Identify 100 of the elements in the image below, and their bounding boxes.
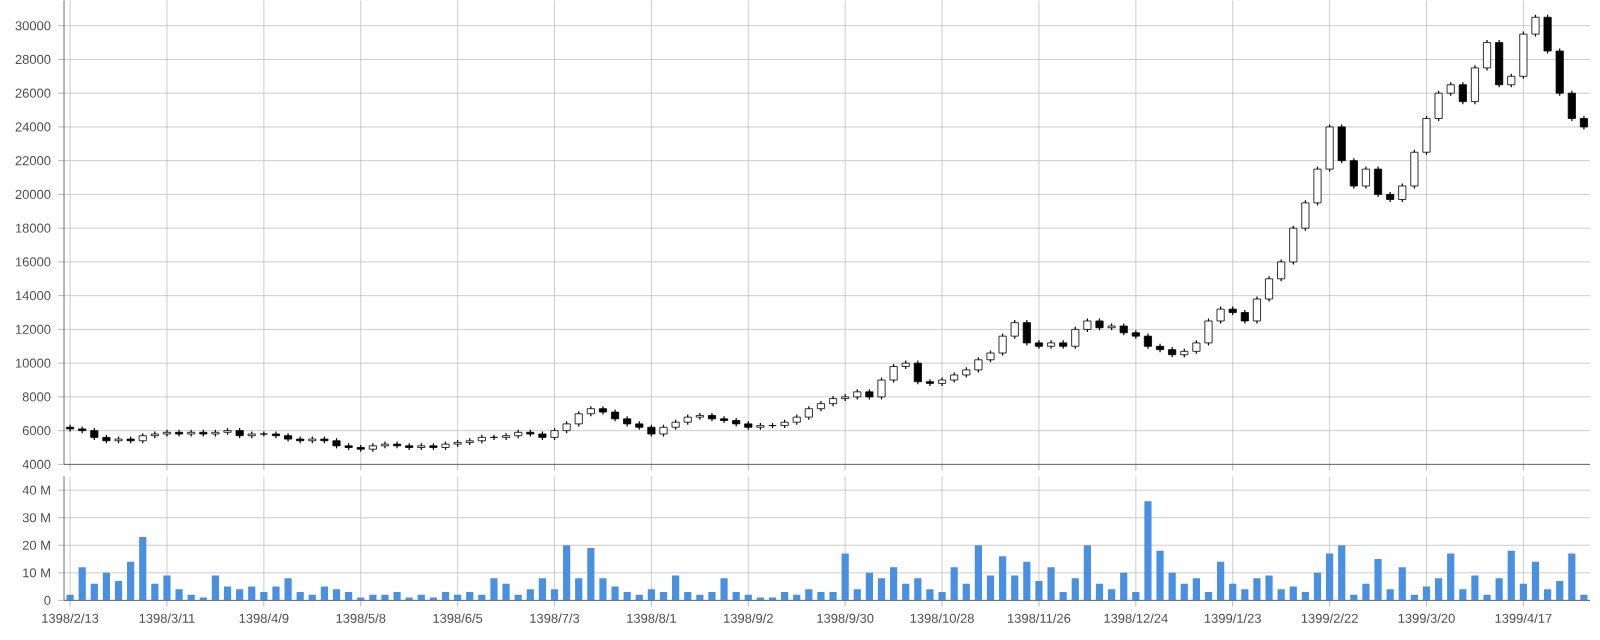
bar [1386, 589, 1394, 601]
bar [599, 578, 607, 601]
bar [320, 586, 329, 601]
bar [1326, 553, 1334, 601]
candlestick [1252, 295, 1261, 324]
candlestick [1458, 81, 1467, 105]
bar [659, 591, 668, 601]
candlestick [259, 430, 268, 437]
bar [1277, 589, 1285, 601]
candlestick [162, 429, 171, 437]
bar [296, 591, 304, 601]
bar [550, 589, 559, 601]
bar [1435, 578, 1443, 601]
bar [102, 572, 111, 601]
bar [272, 586, 280, 601]
candlestick [720, 415, 729, 424]
bar [1204, 591, 1213, 601]
bar [1156, 550, 1164, 601]
bar [672, 575, 680, 601]
bar [938, 591, 946, 601]
bar [1507, 550, 1515, 601]
bar [139, 536, 147, 601]
bar [1362, 583, 1370, 601]
candlestick [150, 430, 159, 439]
bar [127, 561, 135, 601]
bar [393, 591, 401, 601]
candlestick [1374, 165, 1383, 198]
bar [163, 575, 171, 601]
bar [1132, 591, 1140, 601]
bar [865, 572, 873, 601]
bar [962, 583, 970, 601]
bar [890, 567, 898, 601]
candlestick [913, 359, 922, 385]
candlestick [1495, 39, 1504, 88]
bar [1398, 567, 1406, 601]
bar [236, 589, 244, 601]
bar [974, 545, 982, 601]
candlestick [1567, 89, 1576, 122]
bar [1047, 567, 1055, 601]
bar [284, 578, 292, 601]
bar [1071, 578, 1079, 601]
candlestick [1277, 258, 1286, 282]
bar [1459, 589, 1467, 601]
bar [817, 591, 825, 601]
candlestick [502, 432, 511, 441]
bar [502, 583, 510, 601]
bar [1301, 591, 1309, 601]
bar [1217, 561, 1225, 601]
bar [999, 556, 1007, 601]
bar [926, 589, 934, 601]
bar [781, 591, 789, 601]
bar [1495, 578, 1503, 601]
bar [223, 586, 232, 601]
bar [1180, 583, 1188, 601]
bar [950, 567, 958, 601]
bar [877, 578, 886, 601]
bar [841, 553, 849, 601]
bar [1120, 572, 1128, 601]
bar [708, 591, 716, 601]
bar [684, 591, 692, 601]
bar [623, 591, 631, 601]
bar [260, 591, 268, 601]
bar [1447, 553, 1455, 601]
bar [1083, 545, 1091, 601]
bar [1059, 591, 1067, 601]
candlestick [1361, 165, 1370, 189]
bar [1168, 572, 1176, 601]
bar [248, 586, 256, 601]
bar [1144, 501, 1152, 601]
candlestick [1483, 39, 1492, 71]
bar [211, 575, 220, 601]
bar [332, 589, 341, 601]
bar [526, 589, 534, 601]
bar [720, 578, 728, 601]
candlestick [175, 429, 184, 437]
bar [1095, 583, 1104, 601]
bar [986, 575, 995, 601]
bar [1483, 594, 1491, 601]
bar [114, 580, 123, 601]
candlestick [1470, 64, 1479, 105]
bar [732, 591, 740, 601]
bar [1568, 553, 1576, 601]
candlestick [1022, 319, 1031, 346]
bar [1192, 578, 1200, 601]
bar [853, 589, 861, 601]
candlestick [271, 430, 280, 439]
bar [1289, 586, 1297, 601]
bar [78, 567, 86, 601]
bar [1374, 558, 1382, 601]
bar [587, 547, 595, 601]
bar [1313, 572, 1322, 601]
bar [1556, 580, 1564, 601]
bar [490, 578, 498, 601]
bar [902, 583, 910, 601]
bar [1035, 580, 1043, 601]
bar [1241, 589, 1249, 601]
bar [1011, 575, 1019, 601]
bar [563, 545, 571, 601]
bar [805, 589, 813, 601]
bar [1471, 575, 1479, 601]
